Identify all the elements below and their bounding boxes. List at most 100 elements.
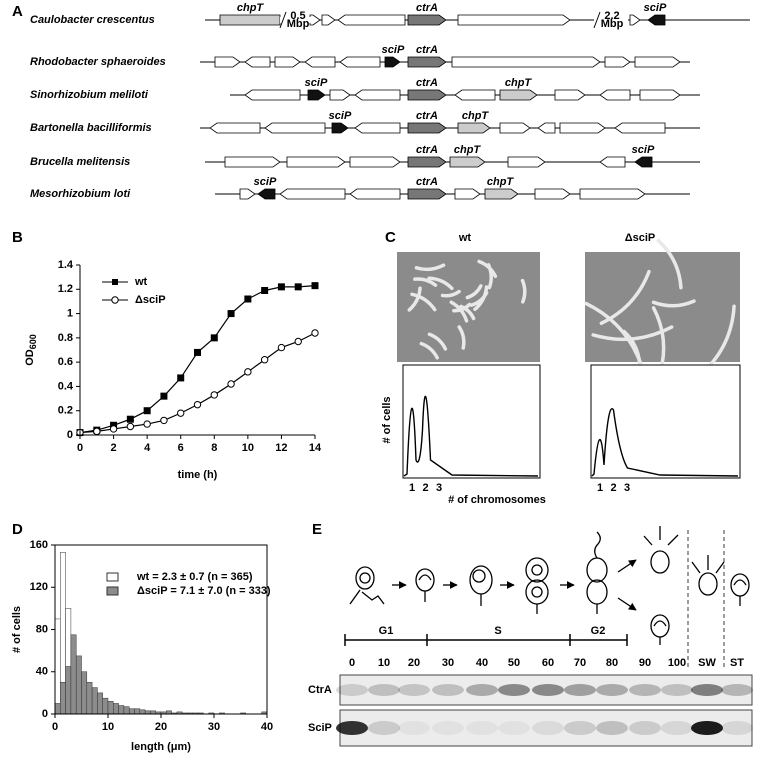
time-label: 0 [349, 657, 355, 669]
band [721, 721, 753, 735]
cell-image [413, 277, 438, 287]
gene-label: sciP [254, 176, 277, 188]
data-line [79, 285, 316, 434]
band [368, 684, 400, 696]
cell-image [584, 301, 643, 365]
gene-arrow [349, 188, 401, 200]
histogram-bar [81, 671, 88, 715]
time-label: 30 [442, 657, 454, 669]
x-tick-label: 12 [275, 442, 287, 454]
histogram-bar [54, 703, 61, 715]
cell-image [419, 341, 439, 360]
chromosome [733, 579, 747, 586]
marker [210, 391, 218, 399]
break-label: Mbp [601, 18, 624, 30]
histogram-bar [86, 682, 93, 715]
time-label: 80 [606, 657, 618, 669]
panel-label: C [385, 229, 396, 246]
organism-name: Brucella melitensis [30, 156, 130, 168]
cell [650, 614, 670, 638]
gene-label: chpT [454, 144, 482, 156]
gene-arrow [304, 56, 336, 68]
gene-arrow [354, 122, 401, 134]
x-tick-label: 2 [422, 482, 428, 494]
cell-image [452, 302, 472, 313]
gap [280, 17, 314, 23]
marker [227, 310, 235, 318]
chromosome [531, 586, 543, 598]
histogram-bar [97, 692, 103, 715]
y-axis-label-subscript: 600 [28, 334, 38, 349]
phase-label: G1 [379, 625, 394, 637]
marker [294, 283, 302, 291]
gene-arrow [219, 14, 281, 26]
organism-name: Sinorhizobium meliloti [30, 89, 149, 101]
cell-image [440, 289, 461, 298]
gene-label: chpT [505, 77, 533, 89]
pili [643, 526, 679, 546]
gene-arrow [407, 14, 447, 26]
gene-arrow [407, 122, 447, 134]
chromosome [359, 572, 371, 584]
marker [177, 374, 185, 382]
gene-arrow [279, 188, 346, 200]
histogram-bar [113, 703, 119, 715]
band [721, 684, 753, 696]
x-tick-label: 2 [610, 482, 616, 494]
histogram-bar [91, 687, 98, 715]
flow-histogram [591, 408, 739, 477]
marker [277, 283, 285, 291]
y-axis-label: OD600 [24, 334, 38, 366]
break-slash [279, 11, 287, 29]
gene-arrow [634, 56, 681, 68]
cell-image [473, 285, 489, 312]
cell [525, 557, 549, 583]
blot-label: CtrA [308, 684, 332, 696]
band [336, 684, 368, 696]
gene-arrow [407, 56, 447, 68]
histogram-frame [590, 364, 741, 479]
gene-arrow [639, 89, 681, 101]
gene-arrow [224, 156, 281, 168]
legend-marker [112, 279, 118, 285]
legend-label: wt = 2.3 ± 0.7 (n = 365) [136, 571, 253, 583]
x-axis-label: # of chromosomes [448, 494, 546, 506]
panel-label: B [12, 229, 23, 246]
gene-arrow [451, 56, 601, 68]
x-tick-label: 0 [77, 442, 83, 454]
marker [193, 400, 202, 409]
gene-arrow [339, 56, 381, 68]
y-tick-label: 0.6 [58, 356, 73, 368]
cell-image [465, 284, 483, 300]
cell [586, 579, 608, 605]
gene-label: ctrA [416, 144, 438, 156]
break-slash [593, 11, 601, 29]
gene-arrow [329, 89, 351, 101]
phase-label: S [494, 625, 501, 637]
gene-arrow [647, 14, 666, 26]
x-tick-label: 4 [144, 442, 151, 454]
marker [160, 392, 168, 400]
gene-arrow [349, 156, 401, 168]
gene-arrow [244, 89, 301, 101]
cell [415, 568, 435, 592]
band [432, 721, 464, 735]
x-tick-label: 3 [624, 482, 630, 494]
band [466, 684, 498, 696]
panel-label: D [12, 521, 23, 538]
panel-label: A [12, 3, 23, 20]
blot-label: SciP [308, 722, 332, 734]
band [661, 721, 693, 735]
gene-arrow [484, 188, 519, 200]
cell-image [599, 269, 651, 325]
band [691, 721, 723, 735]
marker [244, 368, 252, 376]
gene-label: sciP [382, 44, 405, 56]
gene-arrow [537, 122, 556, 134]
time-label: 50 [508, 657, 520, 669]
cell-image [457, 325, 466, 350]
band [661, 684, 693, 696]
marker [143, 407, 151, 415]
gene-label: sciP [632, 144, 655, 156]
band [498, 721, 530, 735]
